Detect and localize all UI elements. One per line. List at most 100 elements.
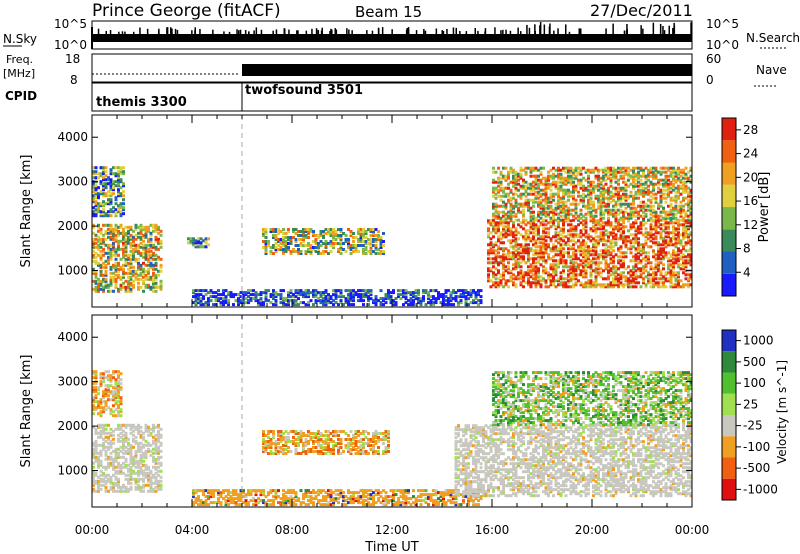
data-cell (619, 218, 623, 222)
data-cell (592, 261, 595, 265)
data-cell (574, 174, 578, 178)
data-cell (652, 176, 655, 180)
data-cell (109, 445, 113, 449)
data-cell (277, 240, 280, 243)
data-cell (114, 465, 118, 469)
data-cell (292, 228, 295, 231)
data-cell (579, 273, 583, 277)
data-cell (347, 228, 350, 231)
data-cell (647, 233, 650, 237)
data-cell (529, 231, 533, 235)
nsky-spike (334, 28, 336, 34)
data-cell (107, 437, 110, 441)
data-cell (114, 281, 118, 285)
data-cell (677, 237, 680, 241)
data-cell (602, 285, 605, 289)
data-cell (497, 229, 500, 233)
data-cell (142, 483, 145, 487)
data-cell (117, 192, 120, 196)
data-cell (632, 174, 635, 178)
data-cell (609, 267, 613, 271)
data-cell (629, 210, 633, 214)
data-cell (589, 279, 593, 283)
data-cell (544, 198, 548, 202)
data-cell (217, 297, 220, 301)
data-cell (109, 283, 113, 287)
data-cell (499, 241, 503, 245)
nsky-spike (477, 30, 479, 34)
data-cell (369, 228, 373, 231)
data-cell (142, 485, 145, 489)
data-cell (682, 271, 685, 275)
data-cell (512, 251, 515, 255)
data-cell (149, 245, 153, 249)
data-cell (657, 231, 660, 235)
data-cell (672, 243, 675, 247)
data-cell (499, 170, 503, 174)
data-cell (534, 190, 538, 194)
data-cell (599, 233, 603, 237)
data-cell (289, 252, 293, 255)
data-cell (584, 216, 588, 220)
data-cell (139, 229, 143, 233)
data-cell (559, 255, 563, 259)
data-cell (664, 188, 668, 192)
data-cell (672, 253, 675, 257)
data-cell (652, 166, 655, 170)
data-cell (112, 271, 115, 275)
data-cell (587, 174, 590, 178)
data-cell (509, 206, 513, 210)
data-cell (359, 232, 363, 235)
data-cell (659, 223, 663, 227)
data-cell (567, 219, 570, 223)
data-cell (629, 269, 633, 273)
data-cell (147, 285, 150, 289)
data-cell (94, 176, 98, 180)
data-cell (107, 255, 110, 259)
data-cell (582, 267, 585, 271)
data-cell (614, 172, 618, 176)
data-cell (509, 218, 513, 222)
data-cell (644, 190, 648, 194)
data-cell (679, 170, 683, 174)
data-cell (122, 206, 125, 210)
data-cell (384, 295, 388, 299)
data-cell (347, 295, 350, 299)
data-cell (124, 233, 128, 237)
data-cell (92, 206, 95, 210)
data-cell (522, 245, 525, 249)
data-cell (97, 261, 100, 265)
data-cell (109, 178, 113, 182)
data-cell (504, 235, 508, 239)
data-cell (632, 241, 635, 245)
data-cell (159, 229, 163, 233)
data-cell (122, 233, 125, 237)
data-cell (574, 229, 578, 233)
data-cell (689, 194, 693, 198)
data-cell (647, 204, 650, 208)
data-cell (104, 182, 108, 186)
data-cell (319, 244, 323, 247)
data-cell (649, 180, 653, 184)
data-cell (559, 204, 563, 208)
data-cell (582, 214, 585, 218)
data-cell (102, 192, 105, 196)
data-cell (132, 425, 135, 429)
data-cell (117, 483, 120, 487)
data-cell (604, 223, 608, 227)
data-cell (617, 255, 620, 259)
y-tick-label: 2000 (57, 219, 88, 233)
data-cell (664, 196, 668, 200)
data-cell (122, 263, 125, 267)
data-cell (157, 225, 160, 229)
data-cell (607, 235, 610, 239)
data-cell (139, 433, 143, 437)
data-cell (214, 297, 218, 301)
data-cell (157, 247, 160, 251)
data-cell (554, 227, 558, 231)
data-cell (417, 293, 420, 297)
data-cell (512, 180, 515, 184)
data-cell (94, 443, 98, 447)
data-cell (637, 225, 640, 229)
data-cell (517, 271, 520, 275)
